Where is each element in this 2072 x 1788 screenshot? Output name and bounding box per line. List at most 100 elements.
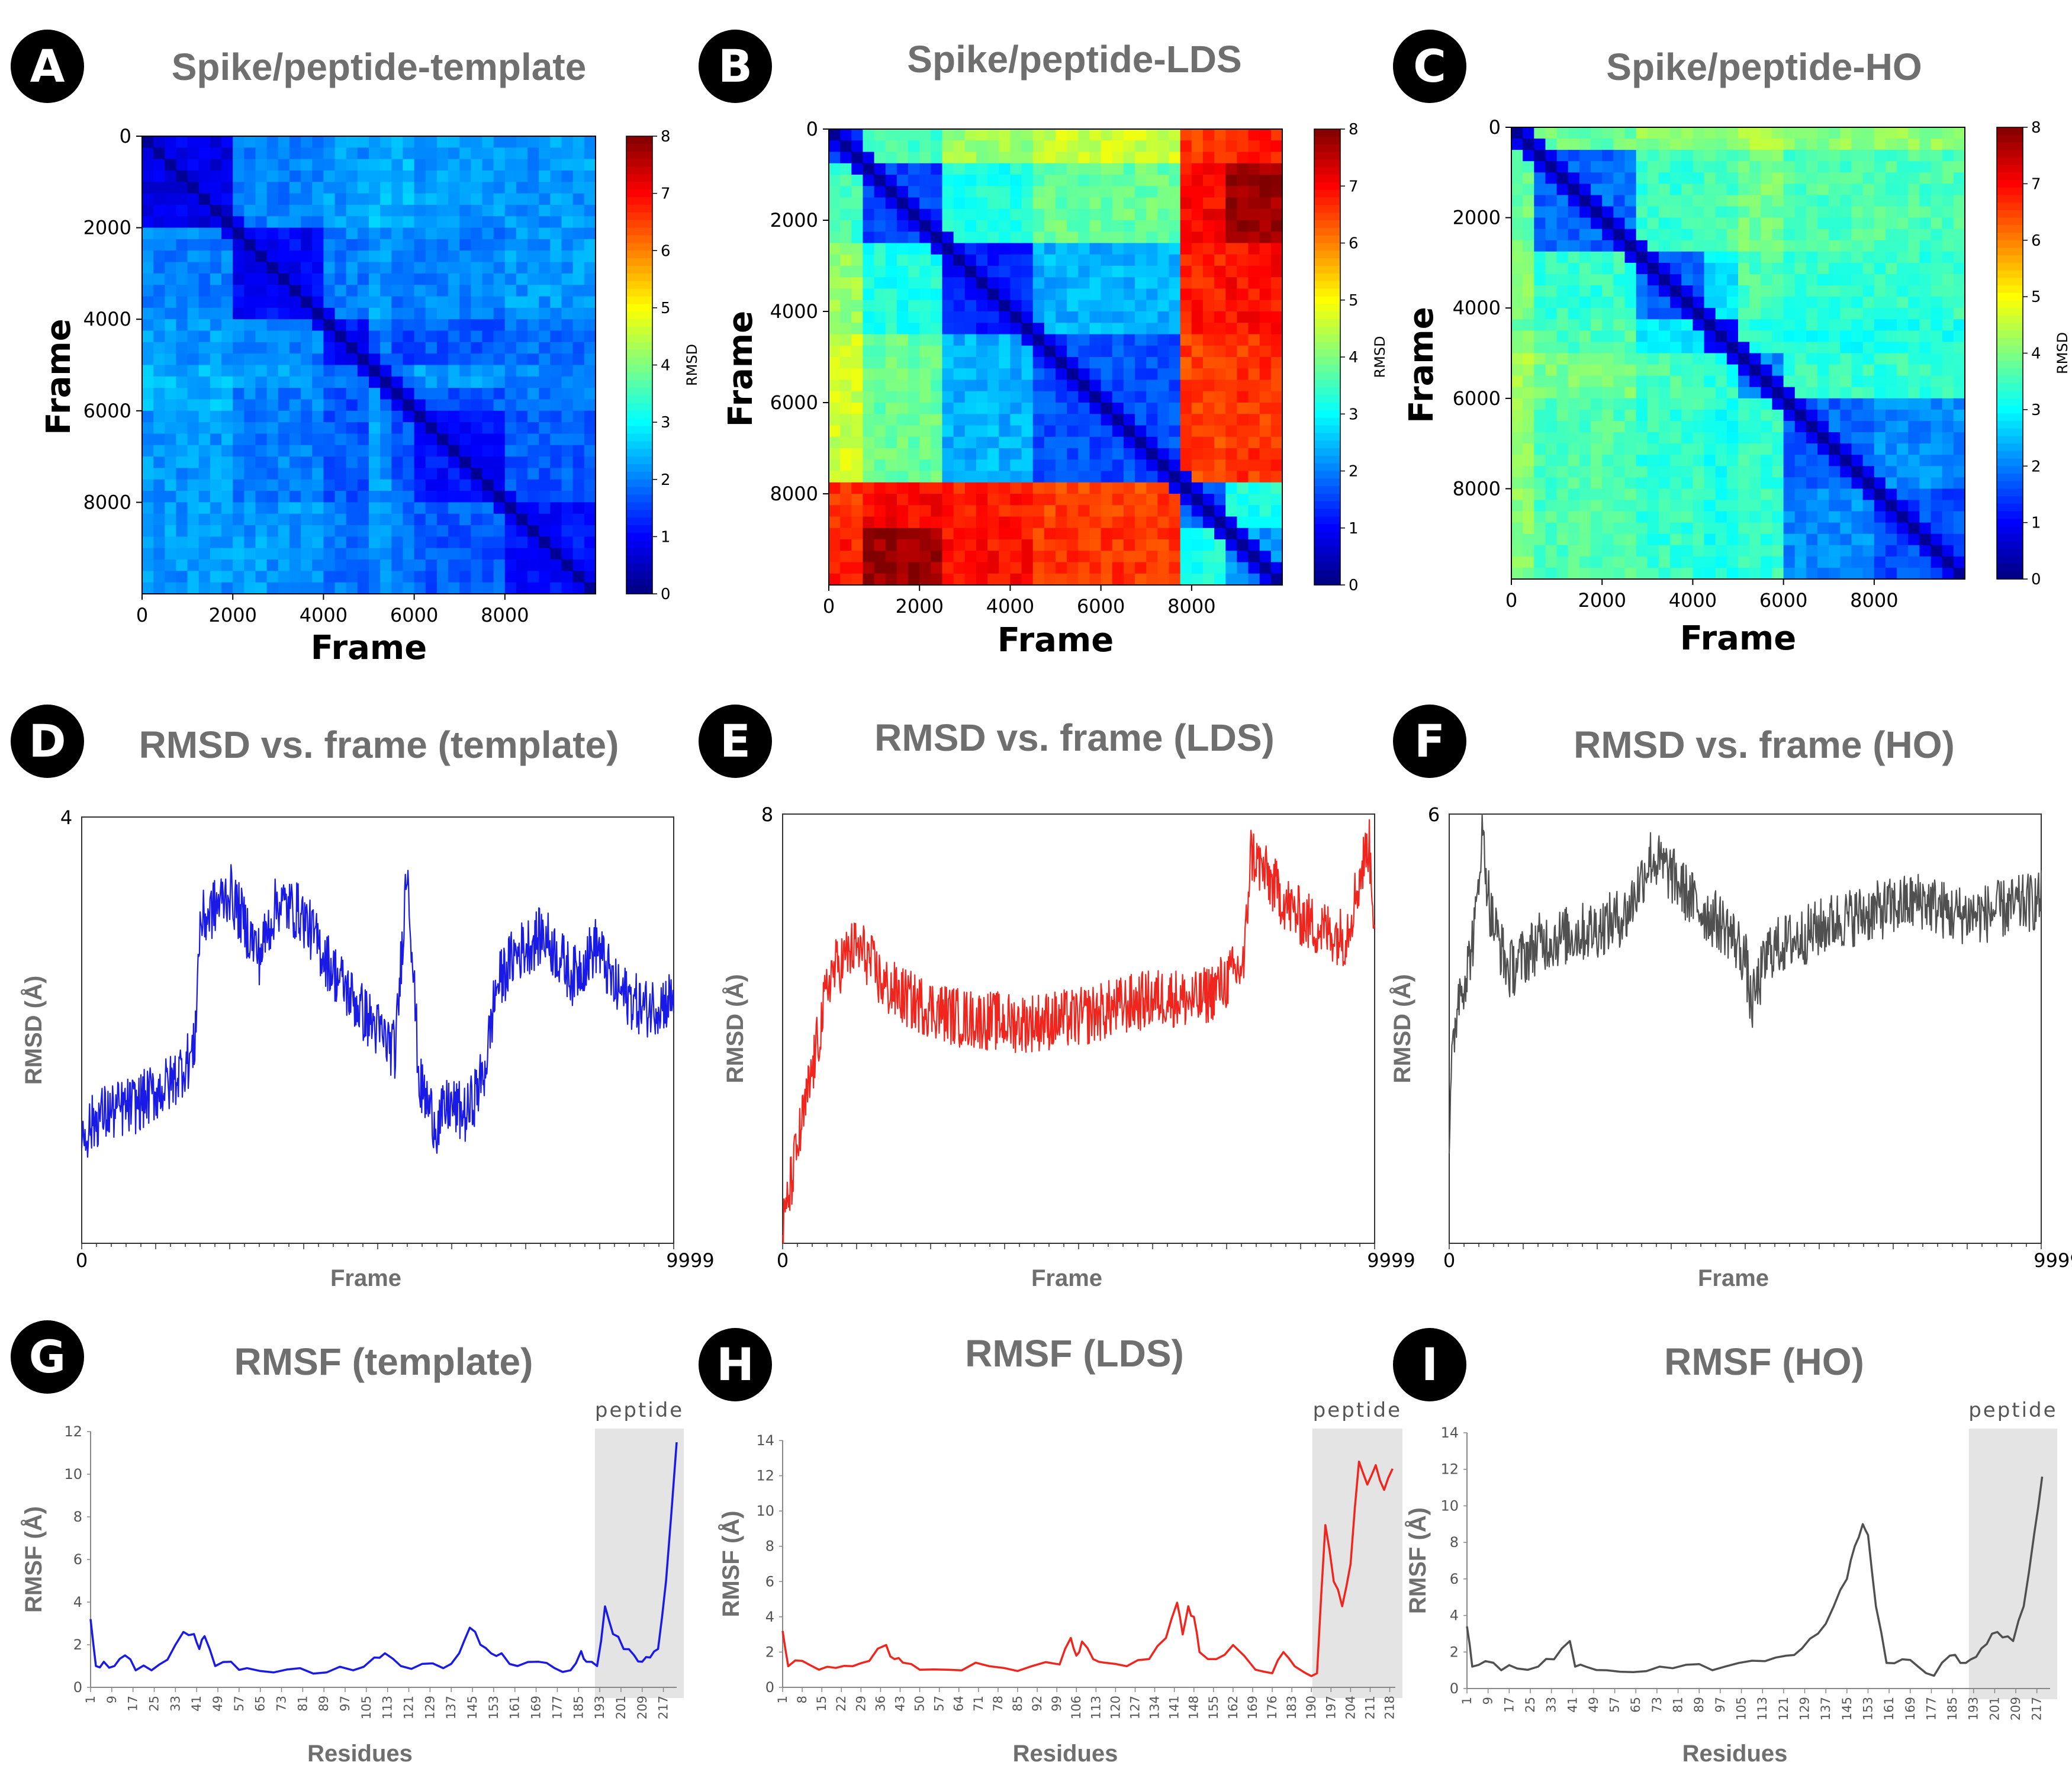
heatmap-cell [1783,455,1796,467]
panel-title: Spike/peptide-HO [1606,46,1922,88]
heatmap-cell [1078,288,1090,301]
heatmap-cell [953,528,966,540]
heatmap-cell [153,559,165,571]
heatmap-cell [584,227,596,240]
heatmap-cell [1021,345,1034,358]
heatmap-cell [380,582,392,594]
heatmap-cell [1523,398,1534,410]
heatmap-cell [1523,511,1534,523]
heatmap-cell [1214,220,1226,232]
heatmap-cell [1693,240,1705,252]
heatmap-cell [1704,139,1716,150]
heatmap-cell [908,414,920,426]
heatmap-cell [1225,471,1237,483]
heatmap-cell [278,502,290,514]
heatmap-cell [210,422,222,435]
heatmap-cell [964,494,977,506]
heatmap-cell [1112,334,1124,346]
heatmap-cell [323,216,336,229]
heatmap-cell [885,551,897,563]
heatmap-cell [1953,364,1965,377]
heatmap-cell [885,197,897,210]
heatmap-cell [1806,432,1818,444]
heatmap-cell [919,368,931,381]
heatmap-cell [1840,511,1852,523]
heatmap-cell [1270,266,1283,278]
heatmap-cell [874,528,886,540]
heatmap-cell [1180,186,1192,198]
heatmap-cell [448,262,460,274]
heatmap-cell [1874,409,1886,422]
heatmap-cell [1817,330,1829,343]
heatmap-cell [1556,466,1569,478]
heatmap-cell [1704,387,1716,399]
heatmap-cell [1738,217,1750,230]
heatmap-cell [1794,398,1807,410]
heatmap-cell [1568,364,1580,377]
heatmap-cell [999,494,1011,506]
heatmap-cell [987,357,999,369]
heatmap-cell [1067,300,1079,312]
heatmap-cell [1670,387,1682,399]
heatmap-cell [346,410,358,423]
heatmap-cell [1931,150,1943,162]
heatmap-cell [919,334,931,346]
heatmap-cell [493,536,506,549]
heatmap-cell [942,288,954,301]
heatmap-cell [1157,208,1170,221]
heatmap-cell [1169,482,1181,494]
heatmap-cell [1772,251,1784,263]
heatmap-cell [539,342,551,354]
heatmap-cell [1602,545,1614,557]
heatmap-cell [1237,551,1249,563]
heatmap-cell [436,410,449,423]
heatmap-cell [896,573,909,586]
heatmap-cell [289,525,301,537]
heatmap-cell [346,513,358,526]
heatmap-cell [301,182,313,194]
heatmap-cell [561,456,574,469]
heatmap-cell [550,353,562,366]
heatmap-cell [221,319,233,332]
heatmap-cell [1602,206,1614,218]
heatmap-cell [1214,539,1226,551]
heatmap-cell [1851,455,1864,467]
heatmap-cell [942,414,954,426]
heatmap-cell [289,388,301,400]
heatmap-cell [1794,455,1807,467]
heatmap-cell [266,491,279,503]
heatmap-cell [584,216,596,229]
heatmap-cell [1636,127,1648,139]
heatmap-cell [1636,139,1648,150]
heatmap-cell [1749,150,1761,162]
heatmap-cell [1248,163,1260,175]
heatmap-cell [1169,516,1181,529]
heatmap-cell [471,193,483,205]
heatmap-cell [266,170,279,182]
heatmap-cell [1056,414,1067,426]
colorbar-segment [626,250,652,259]
heatmap-cell [1840,127,1852,139]
heatmap-cell [1817,375,1829,388]
heatmap-cell [142,445,154,457]
heatmap-cell [1908,139,1920,150]
heatmap-cell [550,147,562,160]
heatmap-cell [448,353,460,366]
heatmap-cell [1624,466,1637,478]
heatmap-cell [851,288,864,301]
heatmap-cell [1044,516,1056,529]
heatmap-cell [301,330,313,343]
heatmap-cell [198,491,211,503]
heatmap-cell [255,491,268,503]
heatmap-cell [1180,414,1192,426]
heatmap-cell [482,445,494,457]
heatmap-cell [1191,516,1204,529]
heatmap-cell [323,399,336,411]
heatmap-cell [1248,288,1260,301]
heatmap-cell [312,491,324,503]
heatmap-cell [1078,471,1090,483]
heatmap-cell [369,273,381,285]
heatmap-cell [1738,308,1750,320]
heatmap-cell [1191,539,1204,551]
heatmap-cell [1511,353,1523,365]
